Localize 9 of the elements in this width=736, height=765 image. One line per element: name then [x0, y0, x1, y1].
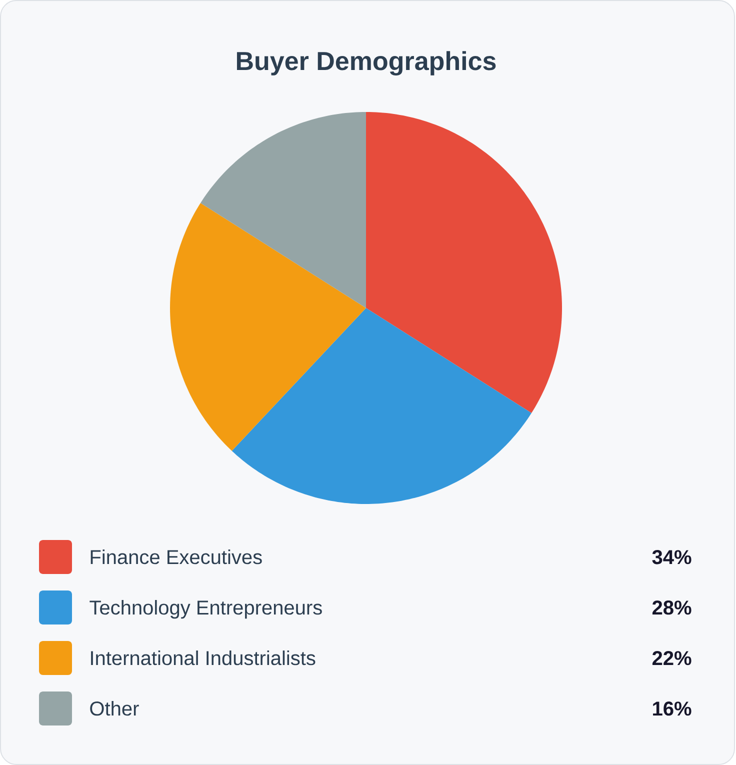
- data-label: 22%: [652, 651, 692, 666]
- data-label: 16%: [653, 702, 692, 716]
- data-label: 34%: [652, 550, 692, 564]
- chart-title: Buyer Demographics: [236, 51, 496, 76]
- legend-label: International Industrialists: [91, 650, 316, 666]
- data-label: 28%: [652, 600, 692, 615]
- legend-label: Other: [90, 701, 139, 716]
- legend-label: Finance Executives: [90, 550, 262, 564]
- legend-label: Technology Entrepreneurs: [90, 600, 322, 619]
